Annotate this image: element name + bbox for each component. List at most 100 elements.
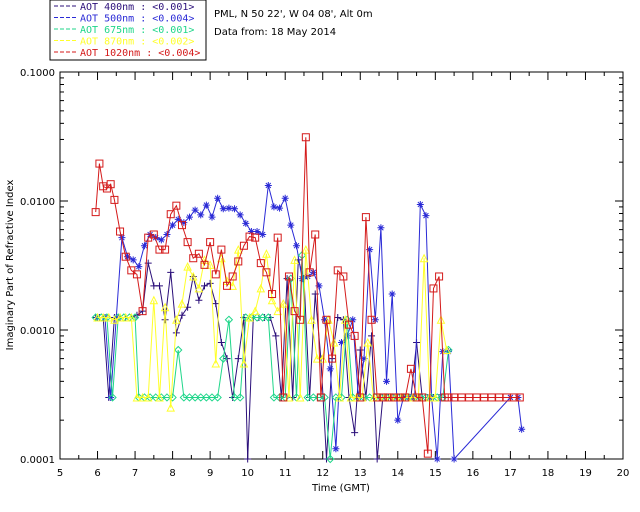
data-point: [339, 272, 348, 281]
data-point: [301, 244, 311, 254]
data-point: [326, 365, 334, 373]
data-point: [363, 337, 373, 347]
data-point: [219, 354, 228, 363]
data-point: [108, 393, 117, 402]
data-point: [316, 393, 325, 402]
data-point: [318, 353, 328, 363]
series-line: [95, 259, 445, 460]
data-point: [296, 315, 305, 324]
y-axis-title: Imaginary Part of Refractive Index: [5, 180, 16, 351]
data-point: [166, 403, 176, 412]
data-point: [390, 393, 399, 402]
data-point: [191, 206, 199, 214]
data-point: [305, 268, 314, 277]
data-point: [225, 204, 233, 212]
data-point: [235, 393, 245, 402]
data-point: [163, 230, 171, 238]
data-point: [268, 290, 277, 299]
data-point: [322, 315, 331, 324]
date-info: Data from: 18 May 2014: [214, 27, 336, 38]
x-tick-label: 11: [279, 468, 292, 479]
data-point: [253, 228, 261, 236]
data-point: [356, 393, 365, 402]
y-tick-label: 0.0001: [20, 455, 55, 466]
data-point: [328, 354, 337, 363]
data-point: [195, 296, 203, 304]
data-point: [472, 393, 481, 402]
axis-ticks: 5 6 7 8 9 10 11 12 13 14 15 16 17 18 19 20 0.0001 0.0010 0…: [20, 68, 629, 479]
data-point: [244, 455, 252, 463]
data-point: [307, 315, 316, 324]
data-point: [132, 392, 142, 402]
x-tick-label: 8: [169, 468, 175, 479]
data-point: [495, 393, 504, 402]
data-point: [368, 332, 376, 340]
data-point: [292, 242, 300, 250]
x-tick-label: 7: [132, 468, 138, 479]
data-point: [401, 393, 410, 402]
data-point: [383, 377, 391, 385]
data-point: [104, 312, 114, 322]
data-point: [106, 180, 115, 189]
legend-entry: AOT 1020nm : <0.004>: [80, 48, 200, 59]
data-point: [155, 245, 164, 254]
data-point: [172, 201, 181, 210]
data-point: [416, 200, 424, 208]
series-line: [97, 185, 523, 461]
data-point: [179, 393, 189, 402]
data-point: [295, 392, 305, 402]
data-point: [250, 306, 260, 316]
data-point: [321, 316, 329, 324]
data-point: [406, 364, 415, 373]
data-point: [239, 241, 248, 250]
data-point: [107, 393, 115, 401]
data-point: [132, 270, 141, 279]
data-point: [329, 337, 339, 347]
series-layer: [91, 133, 526, 464]
x-tick-label: 5: [57, 468, 63, 479]
x-tick-label: 19: [579, 468, 592, 479]
data-point: [515, 393, 524, 402]
data-point: [231, 205, 239, 213]
data-point: [378, 393, 387, 402]
data-point: [388, 290, 396, 298]
data-point: [309, 393, 318, 402]
legend-entry: AOT 500nm : <0.004>: [80, 14, 194, 25]
data-point: [169, 221, 177, 229]
data-point: [180, 219, 188, 227]
data-point: [518, 425, 526, 433]
data-point: [287, 221, 295, 229]
data-point: [224, 315, 234, 324]
data-point: [301, 133, 310, 142]
data-point: [110, 315, 119, 324]
x-tick-label: 6: [94, 468, 100, 479]
data-point: [343, 332, 351, 340]
x-tick-label: 18: [542, 468, 555, 479]
data-point: [290, 307, 299, 316]
data-point: [367, 315, 376, 324]
y-tick-label: 0.0100: [20, 197, 55, 208]
data-point: [433, 455, 441, 463]
data-point: [429, 284, 438, 293]
data-point: [346, 392, 356, 402]
data-point: [360, 355, 368, 363]
data-point: [217, 339, 225, 347]
y-tick-label: 0.0010: [20, 326, 55, 337]
data-point: [412, 393, 421, 402]
data-point: [444, 393, 453, 402]
x-axis-title: Time (GMT): [311, 483, 370, 494]
data-point: [333, 266, 342, 275]
data-point: [264, 313, 273, 322]
data-point: [228, 272, 237, 281]
data-point: [356, 346, 364, 354]
data-point: [196, 393, 205, 402]
data-point: [435, 272, 444, 281]
data-point: [157, 236, 165, 244]
data-point: [160, 302, 170, 312]
series-4: [91, 133, 524, 458]
data-point: [201, 282, 209, 290]
data-point: [178, 311, 186, 319]
data-point: [502, 393, 511, 402]
data-point: [423, 449, 432, 458]
data-point: [121, 312, 130, 322]
